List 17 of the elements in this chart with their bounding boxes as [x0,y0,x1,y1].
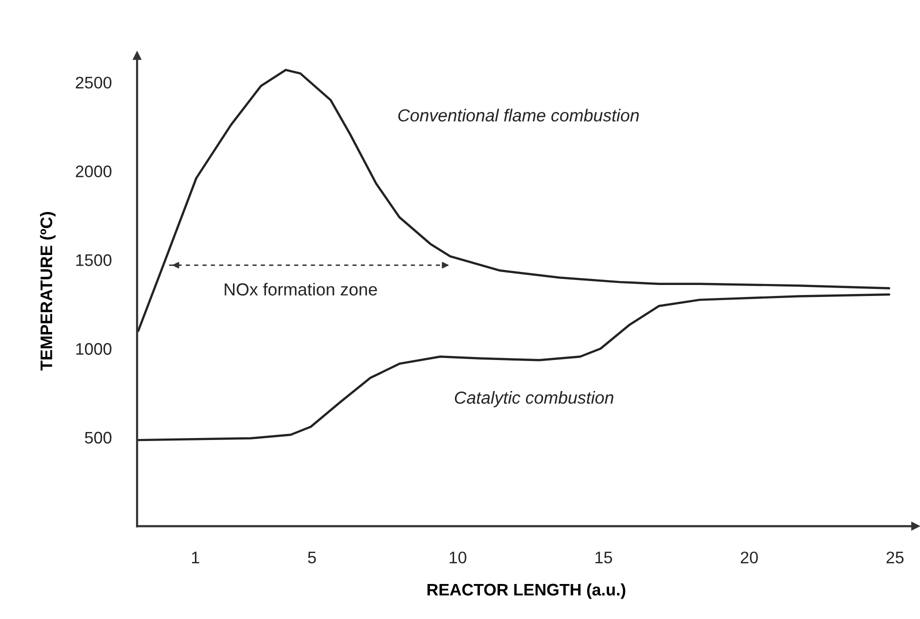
y-tick-label: 2500 [76,76,112,89]
x-axis-title: REACTOR LENGTH (a.u.) [428,583,626,599]
text: Conventional flame combustion [398,108,639,122]
y-tick-label: 1000 [76,343,112,355]
x-tick-label: 1 [192,552,200,564]
y-tick-label: 1500 [76,254,112,266]
line-series [137,68,890,332]
x-tick-label: 5 [308,552,316,564]
x-tick-label: 20 [740,552,758,564]
x-tick-label: 15 [595,552,612,564]
y-tick-label: 500 [84,432,112,444]
x-tick-label: 25 [886,552,904,564]
annotation: NOx formation zone [224,282,377,296]
x-tick-label: 10 [450,552,466,564]
y-axis-title: TEMPERATURE (ºC) [40,212,56,370]
y-tick-label: 2000 [76,166,112,178]
series-label: Catalytic combustion [454,391,614,408]
